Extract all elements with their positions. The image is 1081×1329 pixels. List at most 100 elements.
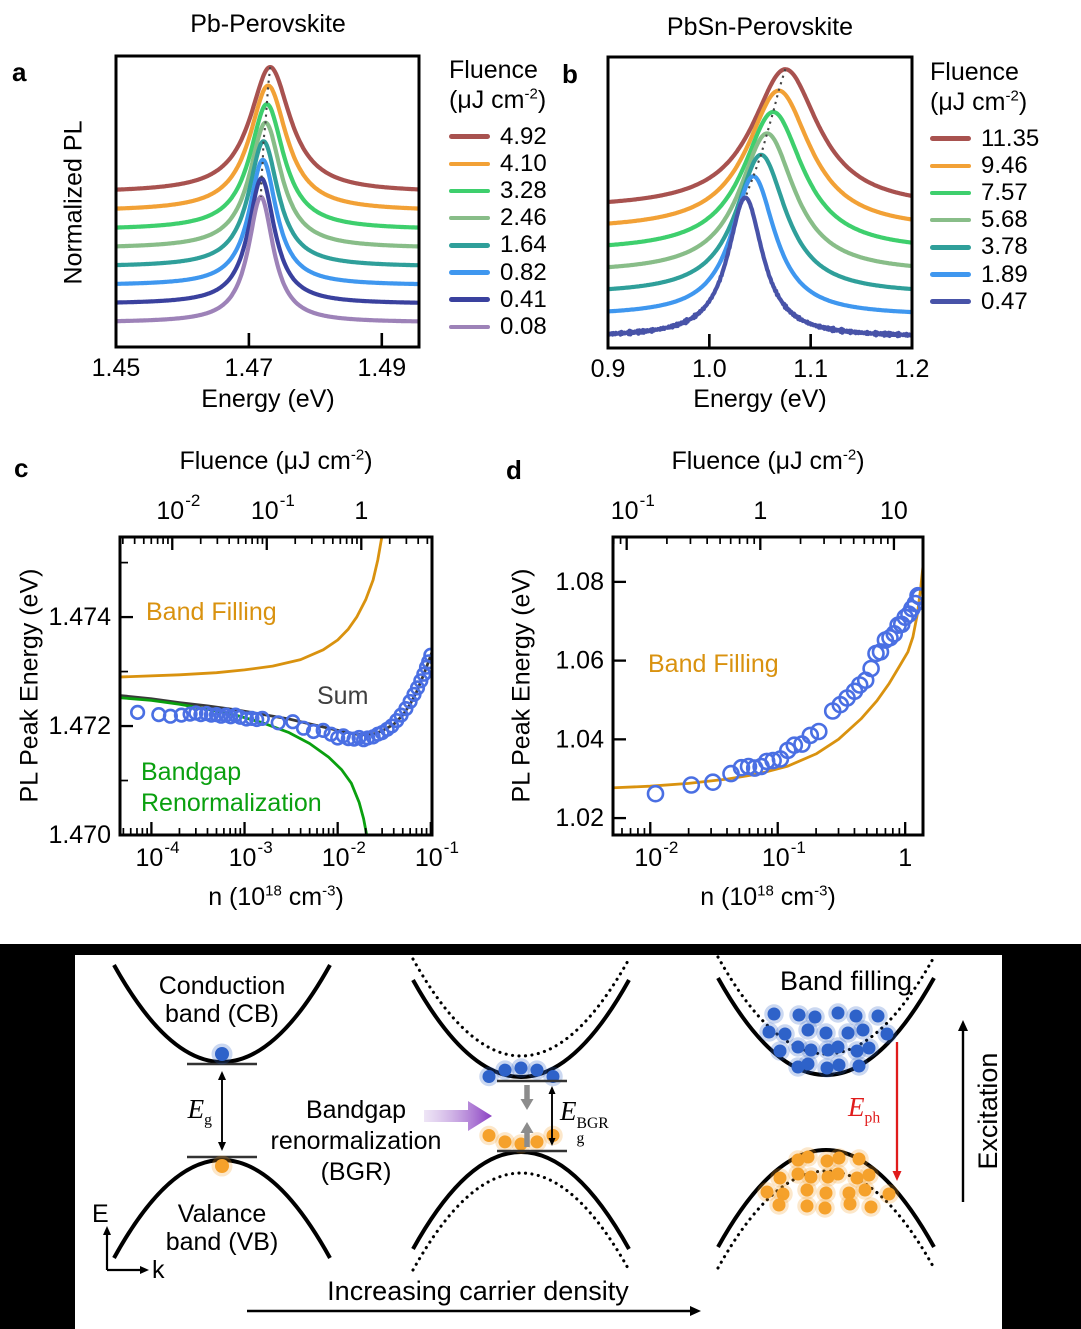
band-curve bbox=[716, 1148, 936, 1248]
panel-d-letter: d bbox=[506, 455, 522, 485]
legend-swatch bbox=[930, 245, 971, 250]
legend-entry: 3.78 bbox=[930, 233, 1039, 261]
legend-units: (μJ cm-2) bbox=[930, 87, 1028, 116]
momentum-axis-label: k bbox=[152, 1256, 165, 1284]
data-point bbox=[785, 736, 804, 755]
tick-label: -1 bbox=[791, 838, 806, 857]
tick-label: 1.47 bbox=[225, 354, 274, 382]
panel-a-letter: a bbox=[12, 57, 27, 87]
data-point bbox=[910, 588, 922, 606]
carrier-dot bbox=[760, 1185, 774, 1199]
annotation-band-filling-c: Band Filling bbox=[146, 598, 277, 626]
tick-label: 1.472 bbox=[48, 712, 111, 740]
spectrum-line-5.68 bbox=[606, 131, 914, 270]
carrier-dot bbox=[801, 1057, 815, 1071]
legend-entry: 11.35 bbox=[930, 125, 1039, 152]
tick-label: 10 bbox=[634, 844, 662, 872]
tick-label: 10 bbox=[251, 497, 279, 525]
data-point bbox=[646, 784, 665, 803]
legend-value: 0.82 bbox=[500, 258, 547, 286]
data-point bbox=[182, 706, 198, 722]
data-point bbox=[193, 706, 209, 723]
tick-label: 1.08 bbox=[555, 568, 604, 596]
legend-entry: 9.46 bbox=[930, 152, 1039, 179]
legend-entry: 0.47 bbox=[930, 288, 1039, 315]
carrier-dot bbox=[819, 1186, 833, 1200]
data-point bbox=[295, 720, 312, 736]
tick-label: 10 bbox=[322, 844, 350, 872]
legend-entry: 3.28 bbox=[449, 177, 547, 204]
arrowhead bbox=[103, 1226, 111, 1235]
peak-trace-dotted-line bbox=[744, 68, 787, 198]
tick-label: 10 bbox=[229, 844, 257, 872]
legend-swatch bbox=[930, 136, 971, 141]
carrier-dot bbox=[820, 1154, 834, 1168]
data-point bbox=[162, 708, 178, 724]
legend-value: 5.68 bbox=[981, 206, 1028, 234]
carrier-dot bbox=[841, 1026, 855, 1040]
conduction-band-label-line2: band (CB) bbox=[165, 1000, 279, 1028]
data-point bbox=[881, 628, 899, 647]
legend-value: 3.78 bbox=[981, 233, 1028, 261]
panel-c-x-axis-label: n (1018 cm-3) bbox=[208, 882, 344, 911]
legend-value: 7.57 bbox=[981, 178, 1028, 206]
band-curve-dotted bbox=[411, 1171, 631, 1272]
plot-frame bbox=[118, 535, 434, 837]
legend-entry: 0.08 bbox=[449, 313, 547, 340]
tick-label: 10 bbox=[611, 497, 639, 525]
carrier-dot bbox=[767, 1007, 781, 1021]
data-point bbox=[416, 666, 431, 682]
data-point bbox=[409, 680, 426, 696]
bgr-process-arrow bbox=[424, 1101, 492, 1131]
data-point bbox=[315, 722, 331, 739]
carrier-dot bbox=[530, 1135, 544, 1149]
legend-entries: 4.92 4.10 3.28 2.46 1.64 0.82 0.41 0.08 bbox=[449, 123, 547, 341]
legend-swatch bbox=[930, 163, 971, 169]
valence-band-label-line1: Valance bbox=[177, 1200, 267, 1228]
carrier-dot bbox=[842, 1186, 856, 1200]
spectrum-line-3.78 bbox=[606, 152, 914, 292]
legend-value: 1.89 bbox=[981, 260, 1028, 288]
panel-a-legend: Fluence (μJ cm-2) 4.92 4.10 3.28 2.46 1.64 0.… bbox=[449, 56, 547, 341]
spectrum-line-7.57 bbox=[606, 109, 914, 248]
data-point bbox=[305, 723, 322, 740]
tick-label: 1.474 bbox=[48, 603, 111, 631]
data-point bbox=[130, 704, 146, 721]
data-point bbox=[906, 594, 922, 613]
photon-energy-label: Eph bbox=[848, 1092, 881, 1127]
increasing-carrier-density-label: Increasing carrier density bbox=[327, 1276, 629, 1306]
band-curve-dotted bbox=[716, 955, 936, 1056]
carrier-dot bbox=[821, 1043, 835, 1057]
carrier-dot bbox=[808, 1010, 822, 1024]
legend-value: 11.35 bbox=[981, 124, 1040, 152]
legend-value: 2.46 bbox=[500, 204, 547, 232]
spectrum-line-0.82 bbox=[114, 157, 421, 287]
carrier-dot bbox=[849, 1009, 863, 1023]
tick-label: 10 bbox=[762, 844, 790, 872]
tick-label: 1.1 bbox=[793, 355, 828, 383]
carrier-dot bbox=[843, 1197, 857, 1211]
legend-entry: 5.68 bbox=[930, 206, 1039, 234]
carrier-dot bbox=[852, 1152, 866, 1166]
panel-a-title: Pb-Perovskite bbox=[190, 10, 346, 38]
band-curve bbox=[716, 977, 936, 1077]
carrier-dot bbox=[791, 1060, 805, 1074]
carrier-dot bbox=[791, 1040, 805, 1054]
tick-label: 10 bbox=[156, 497, 184, 525]
legend-swatch bbox=[449, 134, 490, 139]
legend-units: (μJ cm-2) bbox=[449, 85, 547, 114]
arrowhead bbox=[520, 1099, 534, 1110]
spectrum-line-9.46 bbox=[606, 88, 914, 226]
plots-canvas: 1.45 1.47 1.49 0.9 1.0 1.1 1.210 -4 10 -3 10 -2 10 -1… bbox=[48, 54, 929, 872]
carrier-dot bbox=[882, 1187, 896, 1201]
bgr-label-line3: (BGR) bbox=[320, 1158, 392, 1186]
carrier-dot bbox=[482, 1070, 496, 1083]
data-point bbox=[682, 776, 701, 794]
carrier-dot bbox=[778, 1027, 792, 1041]
legend-entry: 4.92 bbox=[449, 123, 547, 150]
plot-frame bbox=[611, 535, 925, 837]
carrier-dot bbox=[804, 1043, 818, 1057]
arrowhead bbox=[958, 1020, 968, 1031]
